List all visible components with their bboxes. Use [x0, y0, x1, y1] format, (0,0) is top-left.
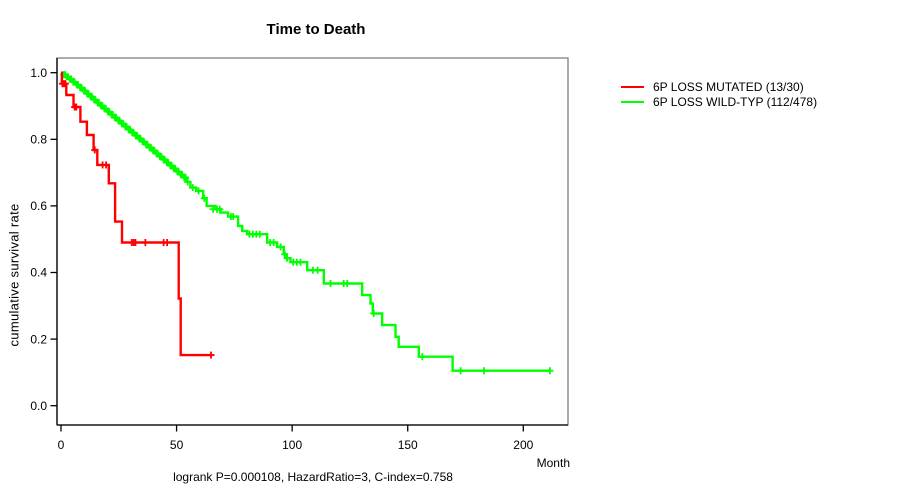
x-axis-label: Month [536, 456, 570, 470]
censor-marks-wildtype [60, 71, 554, 375]
legend-item-wildtype: 6P LOSS WILD-TYP (112/478) [621, 94, 817, 109]
survival-series-mutated [58, 71, 215, 359]
y-tick-label: 0.6 [30, 199, 47, 213]
legend-label-wildtype: 6P LOSS WILD-TYP (112/478) [653, 94, 818, 109]
y-tick-label: 0.8 [30, 133, 47, 147]
x-tick-label: 100 [282, 438, 302, 452]
censor-marks-mutated [58, 80, 215, 359]
legend-label-mutated: 6P LOSS MUTATED (13/30) [653, 79, 804, 94]
legend-line-sample-wildtype [621, 100, 644, 103]
legend-item-mutated: 6P LOSS MUTATED (13/30) [621, 79, 817, 94]
stats-annotation: logrank P=0.000108, HazardRatio=3, C-ind… [173, 470, 453, 484]
survival-curve-mutated [60, 71, 213, 357]
x-tick-label: 50 [170, 438, 184, 452]
y-tick-label: 0.2 [30, 332, 47, 346]
y-axis-ticks: 0.0 0.2 0.4 0.6 0.8 1.0 [30, 66, 57, 413]
y-tick-label: 1.0 [30, 66, 47, 80]
survival-series-wildtype [60, 71, 554, 375]
y-axis-label: cumulative survival rate [6, 203, 22, 347]
page-title: Time to Death [266, 21, 366, 38]
x-tick-label: 0 [58, 438, 65, 452]
y-tick-label: 0.4 [30, 266, 47, 280]
y-tick-label: 0.0 [30, 399, 47, 413]
x-tick-label: 200 [513, 438, 533, 452]
legend: 6P LOSS MUTATED (13/30) 6P LOSS WILD-TYP… [621, 79, 817, 109]
legend-line-sample-mutated [621, 85, 644, 88]
x-tick-label: 150 [398, 438, 418, 452]
survival-curve-wildtype [61, 71, 550, 372]
x-axis-ticks: 0 50 100 150 200 [58, 425, 534, 452]
